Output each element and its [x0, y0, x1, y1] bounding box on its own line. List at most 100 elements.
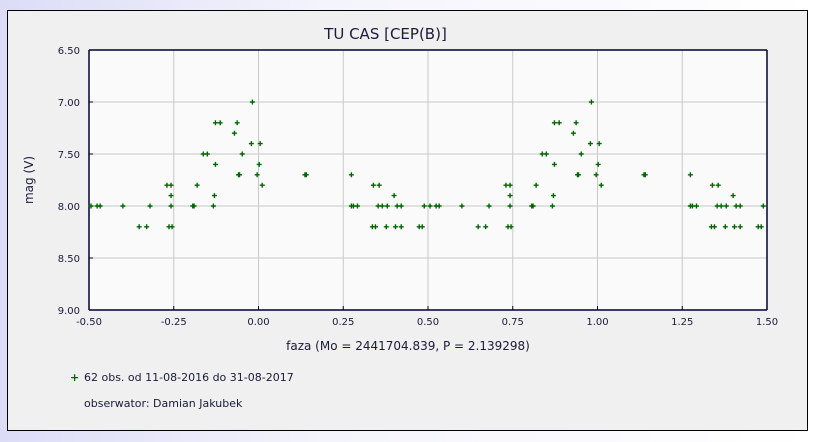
- x-tick-label: 0.50: [417, 317, 439, 328]
- chart-title: TU CAS [CEP(B)]: [8, 25, 807, 43]
- data-point: [370, 182, 376, 188]
- data-point: [533, 182, 539, 188]
- data-point: [372, 224, 378, 230]
- data-point: [598, 182, 604, 188]
- data-point: [379, 203, 385, 209]
- plus-marker-icon: +: [70, 370, 80, 384]
- data-point: [348, 172, 354, 178]
- data-point: [234, 120, 240, 126]
- data-point: [722, 224, 728, 230]
- y-tick-label: 6.50: [58, 46, 80, 57]
- data-point: [730, 193, 736, 199]
- data-point: [543, 151, 549, 157]
- data-point: [486, 203, 492, 209]
- data-point: [530, 203, 536, 209]
- data-point: [507, 193, 513, 199]
- data-point: [508, 224, 514, 230]
- y-tick-label: 7.00: [58, 98, 80, 109]
- data-point: [398, 224, 404, 230]
- data-point: [737, 224, 743, 230]
- data-point: [731, 224, 737, 230]
- data-point: [211, 193, 217, 199]
- x-tick-label: 0.00: [247, 317, 269, 328]
- y-tick-label: 7.50: [58, 150, 80, 161]
- data-point: [256, 161, 262, 167]
- data-point: [168, 182, 174, 188]
- data-point: [168, 203, 174, 209]
- data-point: [475, 224, 481, 230]
- data-point: [758, 224, 764, 230]
- data-point: [248, 141, 254, 147]
- data-point: [711, 224, 717, 230]
- data-point: [421, 203, 427, 209]
- data-point: [588, 99, 594, 105]
- data-point: [212, 161, 218, 167]
- data-point: [737, 203, 743, 209]
- data-point: [595, 161, 601, 167]
- data-point: [578, 151, 584, 157]
- data-point: [549, 203, 555, 209]
- x-tick-label: 1.50: [756, 317, 778, 328]
- data-point: [249, 99, 255, 105]
- data-point: [391, 193, 397, 199]
- data-point: [217, 120, 223, 126]
- data-point: [570, 130, 576, 136]
- data-point: [550, 193, 556, 199]
- data-point: [459, 203, 465, 209]
- data-point: [212, 120, 218, 126]
- data-point: [144, 224, 150, 230]
- data-point: [718, 203, 724, 209]
- data-point: [596, 141, 602, 147]
- chart-title-text: TU CAS [CEP(B)]: [324, 25, 447, 43]
- data-point: [419, 224, 425, 230]
- data-point: [168, 193, 174, 199]
- data-point: [576, 172, 582, 178]
- data-point: [587, 141, 593, 147]
- data-point: [376, 182, 382, 188]
- data-point: [398, 203, 404, 209]
- legend: + 62 obs. od 11-08-2016 do 31-08-2017 ob…: [70, 364, 294, 416]
- data-point: [88, 203, 94, 209]
- data-point: [693, 203, 699, 209]
- y-tick-label: 8.50: [58, 254, 80, 265]
- legend-obs-label: 62 obs. od 11-08-2016 do 31-08-2017: [84, 370, 294, 384]
- data-point: [231, 130, 237, 136]
- data-point: [760, 203, 766, 209]
- y-axis-label: mag (V): [22, 156, 36, 204]
- data-point: [483, 224, 489, 230]
- x-tick-label: -0.25: [161, 317, 187, 328]
- data-point: [507, 182, 513, 188]
- x-tick-label: 1.25: [671, 317, 693, 328]
- data-point: [556, 120, 562, 126]
- data-point: [239, 151, 245, 157]
- y-tick-label: 8.00: [58, 202, 80, 213]
- x-tick-label: 1.00: [586, 317, 608, 328]
- legend-series: + 62 obs. od 11-08-2016 do 31-08-2017: [70, 364, 294, 390]
- x-tick-label: 0.25: [332, 317, 354, 328]
- data-point: [383, 224, 389, 230]
- data-point: [642, 172, 648, 178]
- data-point: [723, 203, 729, 209]
- data-point: [507, 203, 513, 209]
- data-point: [354, 203, 360, 209]
- data-point: [120, 203, 126, 209]
- data-point: [303, 172, 309, 178]
- data-point: [427, 203, 433, 209]
- data-point: [551, 161, 557, 167]
- data-point: [259, 182, 265, 188]
- data-point: [254, 172, 260, 178]
- data-point: [136, 224, 142, 230]
- data-point: [204, 151, 210, 157]
- legend-observer: obserwator: Damian Jakubek: [84, 396, 243, 410]
- data-point: [147, 203, 153, 209]
- data-point: [687, 172, 693, 178]
- data-point: [210, 203, 216, 209]
- data-point: [194, 182, 200, 188]
- data-point: [257, 141, 263, 147]
- data-point: [436, 203, 442, 209]
- x-tick-label: -0.50: [76, 317, 102, 328]
- data-point: [97, 203, 103, 209]
- x-tick-label: 0.75: [502, 317, 524, 328]
- data-point: [709, 182, 715, 188]
